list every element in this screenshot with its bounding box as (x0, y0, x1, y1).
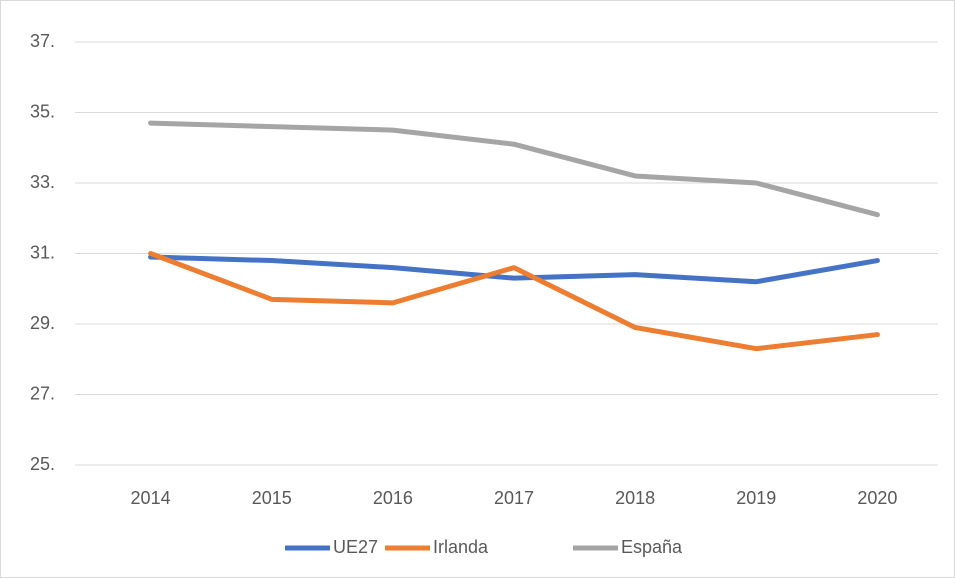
y-tick-label: 29. (30, 313, 55, 333)
y-tick-label: 27. (30, 383, 55, 403)
x-tick-label: 2018 (615, 488, 655, 508)
series-line (148, 251, 880, 352)
series-line (148, 254, 880, 285)
legend-label: Irlanda (433, 537, 489, 557)
y-tick-label: 31. (30, 242, 55, 262)
x-tick-label: 2019 (736, 488, 776, 508)
x-tick-label: 2017 (494, 488, 534, 508)
x-tick-label: 2014 (131, 488, 171, 508)
x-tick-label: 2020 (857, 488, 897, 508)
legend-label: UE27 (333, 537, 378, 557)
y-tick-label: 35. (30, 101, 55, 121)
legend-label: España (621, 537, 683, 557)
series-line (148, 120, 880, 218)
y-tick-label: 33. (30, 172, 55, 192)
x-tick-label: 2016 (373, 488, 413, 508)
y-tick-label: 25. (30, 454, 55, 474)
y-tick-label: 37. (30, 31, 55, 51)
x-tick-label: 2015 (252, 488, 292, 508)
